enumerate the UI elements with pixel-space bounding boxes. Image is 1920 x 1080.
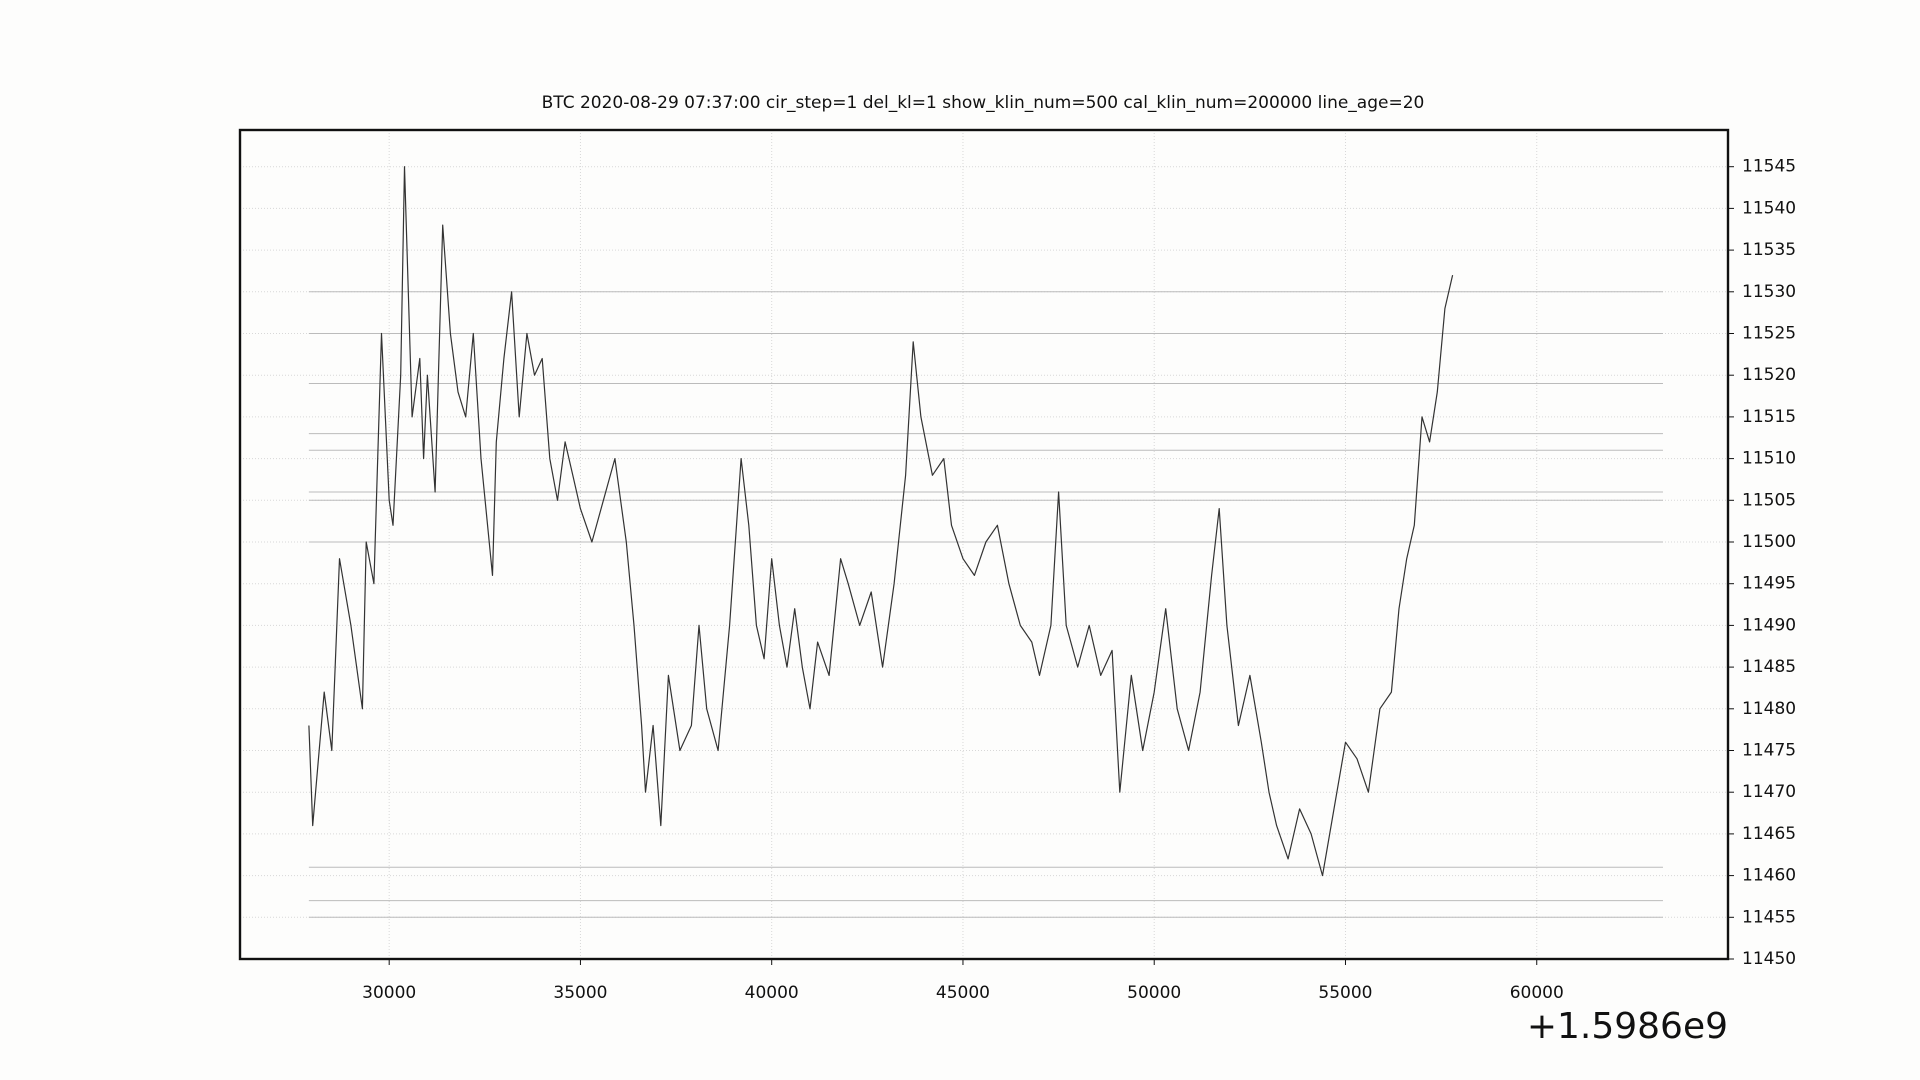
y-tick-label: 11485 xyxy=(1742,657,1796,677)
y-tick-label: 11525 xyxy=(1742,323,1796,343)
y-tick-label: 11540 xyxy=(1742,198,1796,218)
y-tick-label: 11530 xyxy=(1742,282,1796,302)
price-line xyxy=(308,166,1454,877)
x-tick-label: 45000 xyxy=(936,983,990,1003)
y-tick-label: 11535 xyxy=(1742,240,1796,260)
x-tick-label: 55000 xyxy=(1318,983,1372,1003)
x-offset-text: +1.5986e9 xyxy=(1527,1006,1728,1047)
y-tick-label: 11490 xyxy=(1742,615,1796,635)
x-tick-label: 40000 xyxy=(745,983,799,1003)
y-tick-label: 11495 xyxy=(1742,574,1796,594)
y-tick-label: 11510 xyxy=(1742,449,1796,469)
y-tick-label: 11480 xyxy=(1742,699,1796,719)
y-tick-label: 11505 xyxy=(1742,490,1796,510)
y-tick-label: 11475 xyxy=(1742,740,1796,760)
x-tick-label: 50000 xyxy=(1127,983,1181,1003)
x-tick-label: 60000 xyxy=(1510,983,1564,1003)
x-tick-label: 35000 xyxy=(553,983,607,1003)
plot-frame xyxy=(238,128,1730,961)
y-tick-label: 11455 xyxy=(1742,907,1796,927)
y-tick-label: 11465 xyxy=(1742,824,1796,844)
y-tick-label: 11520 xyxy=(1742,365,1796,385)
y-tick-label: 11470 xyxy=(1742,782,1796,802)
y-tick-label: 11515 xyxy=(1742,407,1796,427)
y-tick-label: 11500 xyxy=(1742,532,1796,552)
y-tick-label: 11545 xyxy=(1742,157,1796,177)
y-tick-label: 11460 xyxy=(1742,866,1796,886)
x-tick-label: 30000 xyxy=(362,983,416,1003)
chart-title: BTC 2020-08-29 07:37:00 cir_step=1 del_k… xyxy=(542,93,1425,113)
y-tick-label: 11450 xyxy=(1742,949,1796,969)
